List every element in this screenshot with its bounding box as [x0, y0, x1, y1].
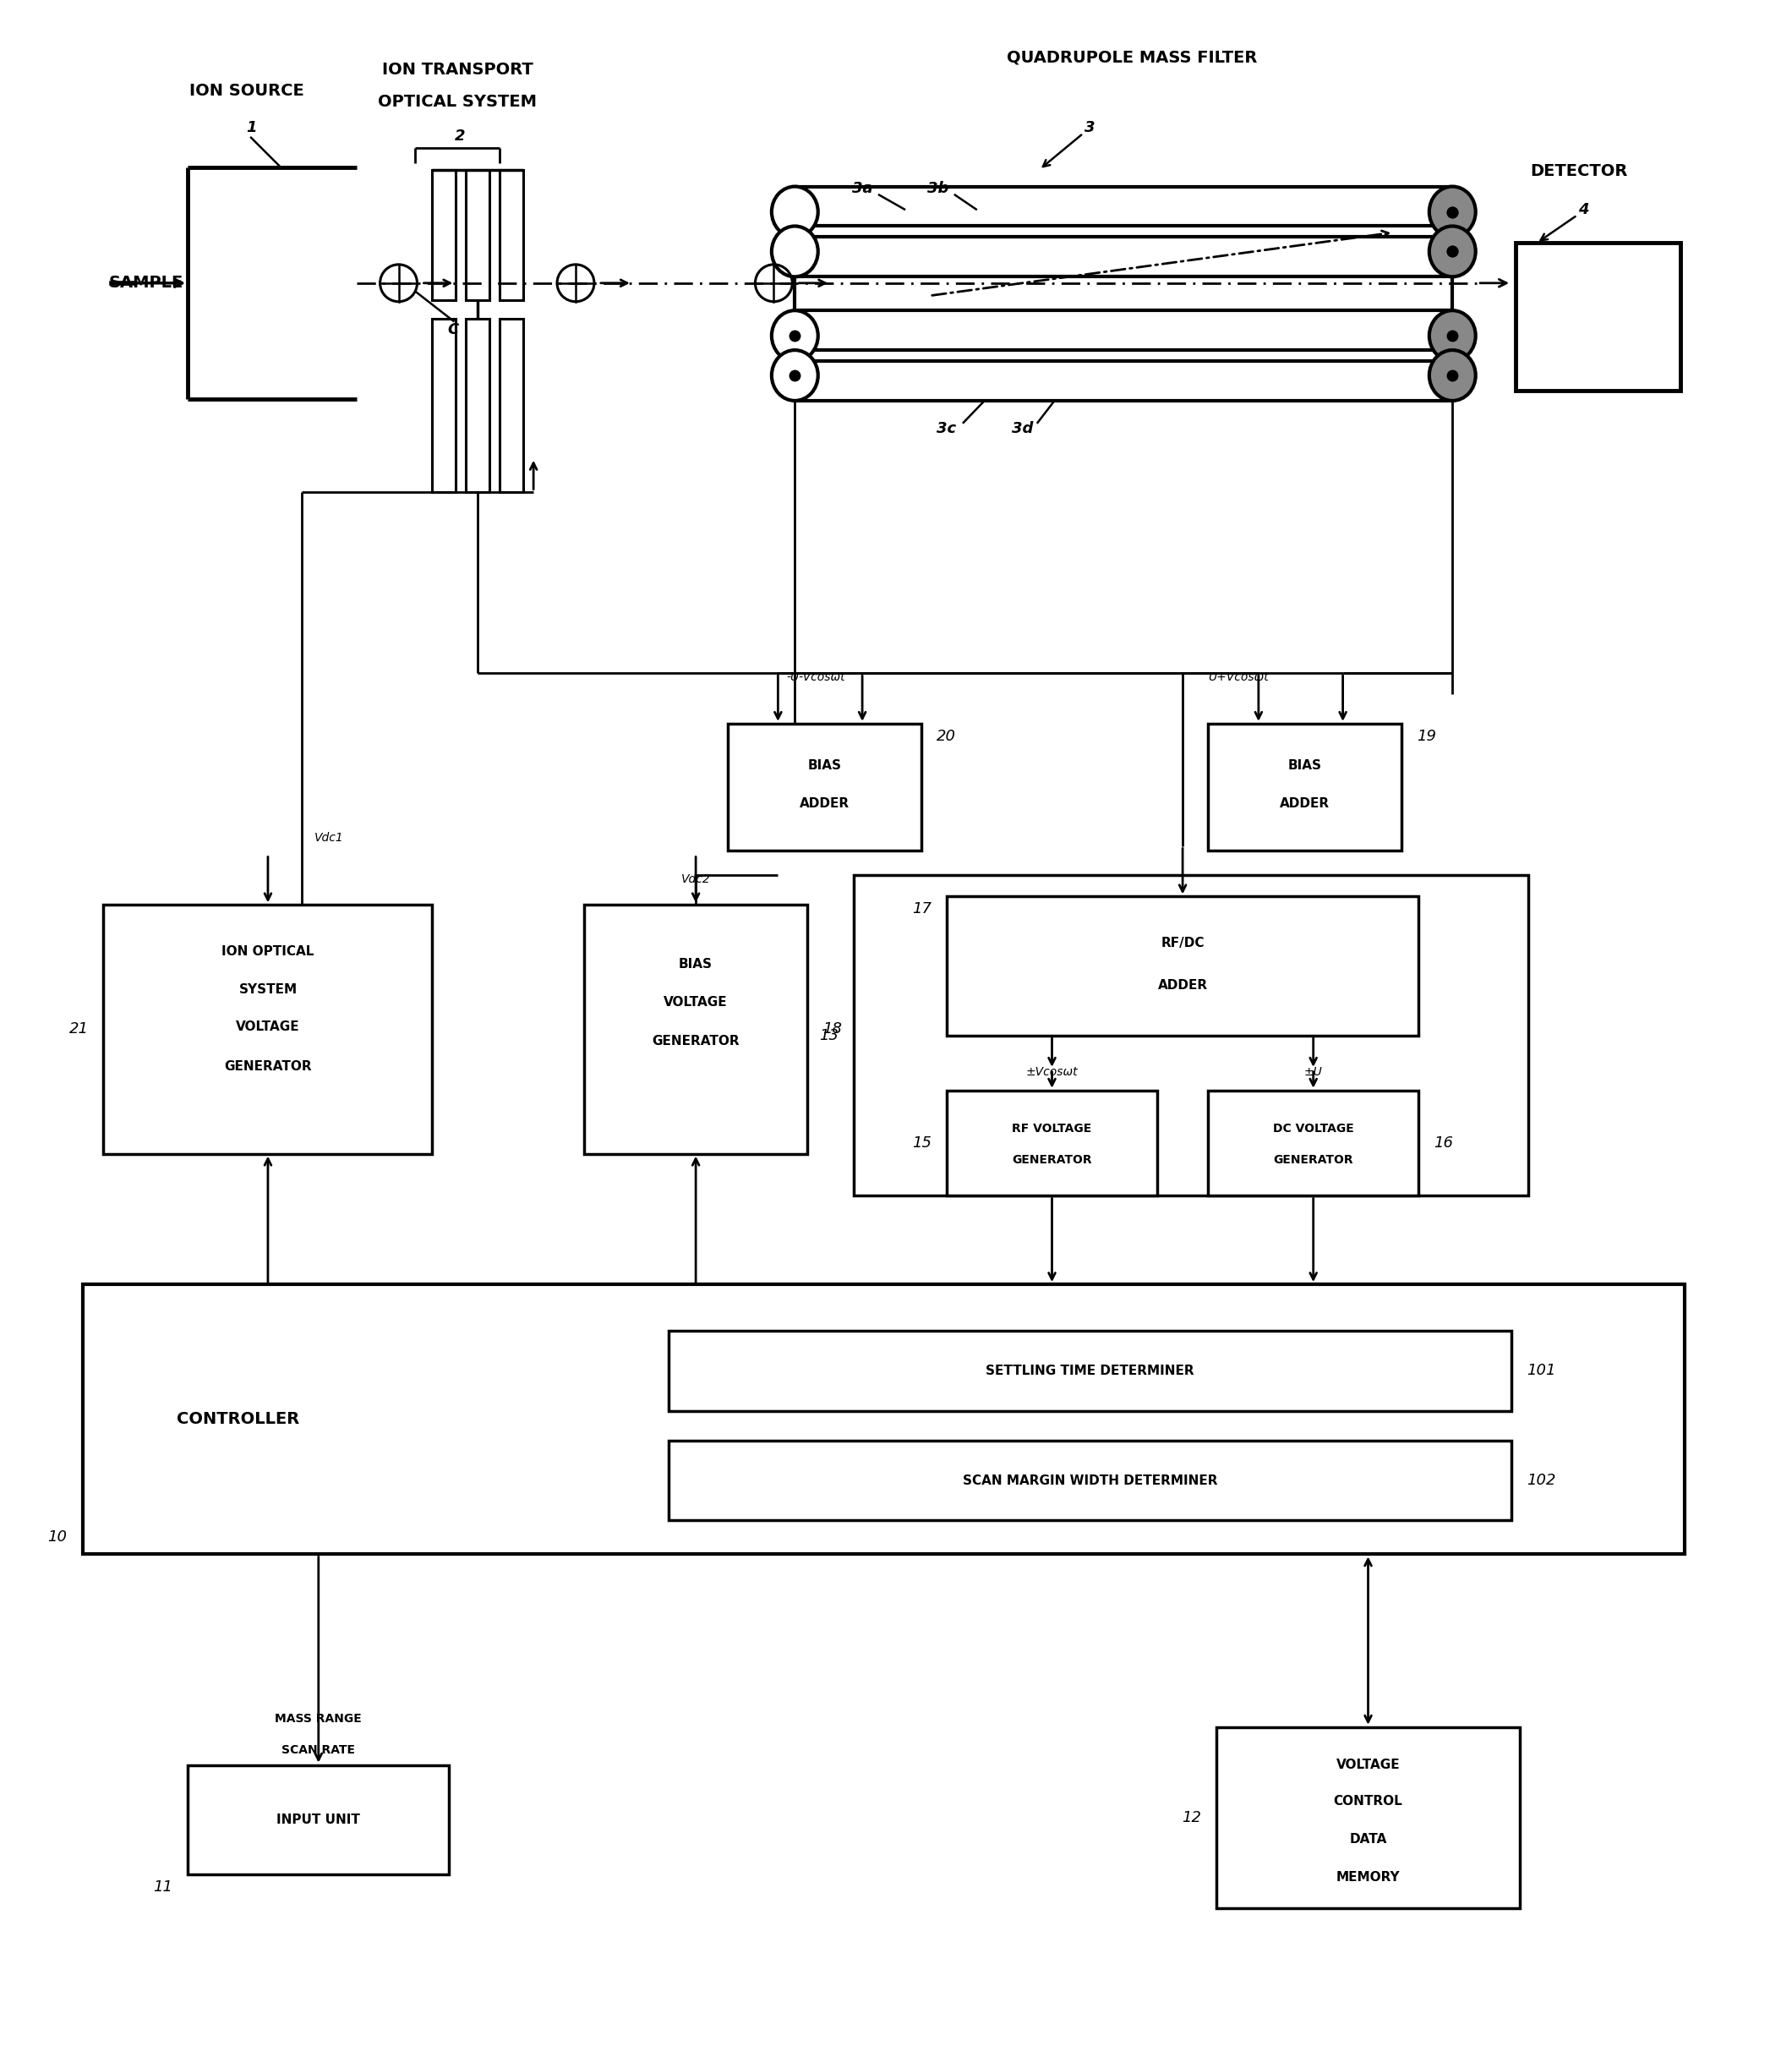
Text: GENERATOR: GENERATOR — [224, 1060, 312, 1074]
Text: 3c: 3c — [937, 421, 957, 436]
Text: OPTICAL SYSTEM: OPTICAL SYSTEM — [378, 94, 538, 110]
Bar — [432, 319, 455, 491]
Ellipse shape — [772, 227, 817, 276]
Text: RF/DC: RF/DC — [1161, 937, 1204, 949]
Text: Vdc1: Vdc1 — [314, 831, 344, 843]
Text: VOLTAGE: VOLTAGE — [663, 996, 728, 1009]
Text: 3a: 3a — [851, 180, 873, 196]
Text: 12: 12 — [1181, 1811, 1201, 1825]
Text: DC VOLTAGE: DC VOLTAGE — [1272, 1123, 1353, 1133]
Text: QUADRUPOLE MASS FILTER: QUADRUPOLE MASS FILTER — [1007, 49, 1258, 65]
Text: CONTROL: CONTROL — [1333, 1794, 1403, 1809]
Text: ADDER: ADDER — [1158, 978, 1208, 992]
Bar — [668, 1330, 1511, 1412]
Text: GENERATOR: GENERATOR — [1274, 1154, 1353, 1166]
Text: BIAS: BIAS — [679, 958, 713, 970]
Text: 20: 20 — [937, 728, 955, 745]
Text: 18: 18 — [823, 1021, 842, 1037]
Text: 2: 2 — [455, 129, 466, 143]
Text: CONTROLLER: CONTROLLER — [177, 1412, 299, 1428]
Text: Vdc2: Vdc2 — [681, 874, 710, 886]
Bar — [728, 724, 921, 851]
Bar — [466, 319, 489, 491]
Text: ION TRANSPORT: ION TRANSPORT — [382, 61, 534, 78]
Bar — [796, 350, 1453, 401]
Text: 3b: 3b — [928, 180, 950, 196]
Bar — [104, 904, 432, 1154]
Text: ION OPTICAL: ION OPTICAL — [222, 945, 314, 958]
Text: GENERATOR: GENERATOR — [652, 1035, 740, 1048]
Text: BIAS: BIAS — [808, 759, 840, 771]
Text: 13: 13 — [819, 1027, 839, 1043]
Text: SYSTEM: SYSTEM — [238, 982, 297, 996]
Bar — [796, 186, 1453, 237]
Text: ADDER: ADDER — [1279, 798, 1330, 810]
Bar — [500, 319, 523, 491]
Text: VOLTAGE: VOLTAGE — [1337, 1760, 1400, 1772]
Bar — [1208, 1091, 1419, 1195]
Bar — [466, 170, 489, 301]
Text: INPUT UNIT: INPUT UNIT — [276, 1813, 360, 1827]
Text: 21: 21 — [68, 1021, 88, 1037]
Bar — [432, 170, 455, 301]
Bar — [946, 896, 1419, 1035]
Text: ±Vcosωt: ±Vcosωt — [1027, 1066, 1079, 1078]
Text: 102: 102 — [1527, 1473, 1555, 1487]
Bar — [82, 1285, 1684, 1555]
Text: GENERATOR: GENERATOR — [1012, 1154, 1091, 1166]
Text: BIAS: BIAS — [1288, 759, 1322, 771]
Text: MEMORY: MEMORY — [1337, 1870, 1400, 1884]
Ellipse shape — [1430, 186, 1475, 237]
Bar — [188, 1766, 450, 1874]
Text: 19: 19 — [1417, 728, 1437, 745]
Text: VOLTAGE: VOLTAGE — [237, 1021, 299, 1033]
Text: 3: 3 — [1084, 121, 1095, 135]
Text: ION SOURCE: ION SOURCE — [190, 84, 305, 100]
Text: 17: 17 — [912, 902, 932, 917]
Text: SAMPLE: SAMPLE — [109, 274, 183, 291]
Ellipse shape — [1430, 227, 1475, 276]
Text: ±U: ±U — [1305, 1066, 1322, 1078]
Ellipse shape — [772, 311, 817, 360]
Text: DETECTOR: DETECTOR — [1530, 164, 1627, 180]
Bar — [853, 876, 1529, 1195]
Text: C: C — [448, 321, 459, 338]
Text: 11: 11 — [152, 1880, 172, 1895]
Text: DATA: DATA — [1349, 1833, 1387, 1845]
Bar — [1516, 243, 1681, 391]
Ellipse shape — [1430, 350, 1475, 401]
Ellipse shape — [772, 186, 817, 237]
Ellipse shape — [772, 350, 817, 401]
Bar — [668, 1440, 1511, 1520]
Bar — [946, 1091, 1158, 1195]
Bar — [796, 227, 1453, 276]
Text: 3d: 3d — [1012, 421, 1034, 436]
Text: MASS RANGE: MASS RANGE — [276, 1713, 362, 1725]
Text: ADDER: ADDER — [799, 798, 849, 810]
Text: RF VOLTAGE: RF VOLTAGE — [1012, 1123, 1091, 1133]
Text: SCAN MARGIN WIDTH DETERMINER: SCAN MARGIN WIDTH DETERMINER — [962, 1473, 1217, 1487]
Ellipse shape — [1430, 311, 1475, 360]
Text: 15: 15 — [912, 1136, 932, 1150]
Text: 1: 1 — [246, 121, 256, 135]
Bar — [1208, 724, 1401, 851]
Text: 101: 101 — [1527, 1363, 1555, 1379]
Text: 4: 4 — [1577, 203, 1588, 217]
Text: SETTLING TIME DETERMINER: SETTLING TIME DETERMINER — [986, 1365, 1193, 1377]
Bar — [500, 170, 523, 301]
Bar — [796, 311, 1453, 360]
Text: 16: 16 — [1434, 1136, 1453, 1150]
Text: -U-Vcosωt: -U-Vcosωt — [787, 671, 846, 683]
Bar — [1217, 1727, 1520, 1909]
Text: U+Vcosωt: U+Vcosωt — [1208, 671, 1269, 683]
Text: SCAN RATE: SCAN RATE — [281, 1743, 355, 1755]
Bar — [584, 904, 808, 1154]
Text: 10: 10 — [48, 1530, 68, 1545]
